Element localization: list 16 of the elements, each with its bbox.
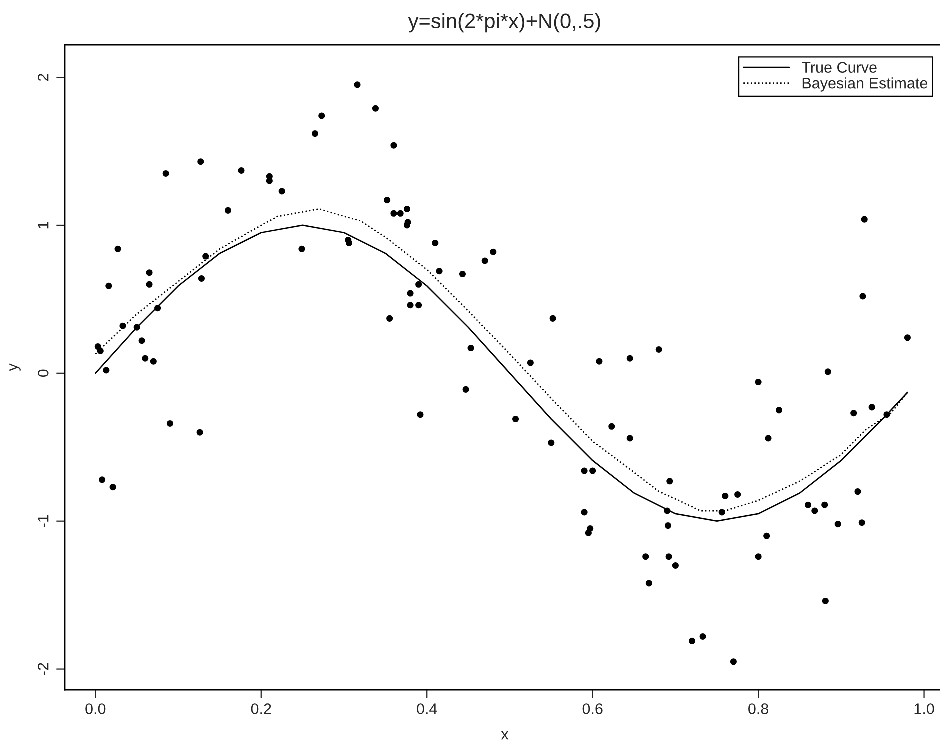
x-axis-title: x — [501, 732, 509, 740]
y-tick-label: 0 — [38, 370, 49, 378]
y-tick-label: 2 — [38, 74, 49, 82]
x-tick-label: 0.2 — [251, 704, 272, 714]
legend-label: True Curve — [802, 62, 877, 74]
x-tick-label: 1.0 — [914, 704, 934, 714]
y-tick-label: -2 — [38, 663, 49, 676]
y-tick-label: 1 — [38, 222, 49, 229]
x-tick-label: 0.4 — [417, 704, 438, 714]
y-axis-title: y — [10, 364, 21, 372]
x-tick-label: 0.6 — [582, 704, 603, 714]
legend-label: Bayesian Estimate — [802, 78, 928, 92]
chart-title: y=sin(2*pi*x)+N(0,.5) — [408, 13, 600, 33]
x-tick-label: 0.0 — [86, 704, 106, 714]
y-tick-label: -1 — [38, 515, 49, 528]
x-tick-label: 0.8 — [748, 704, 769, 714]
